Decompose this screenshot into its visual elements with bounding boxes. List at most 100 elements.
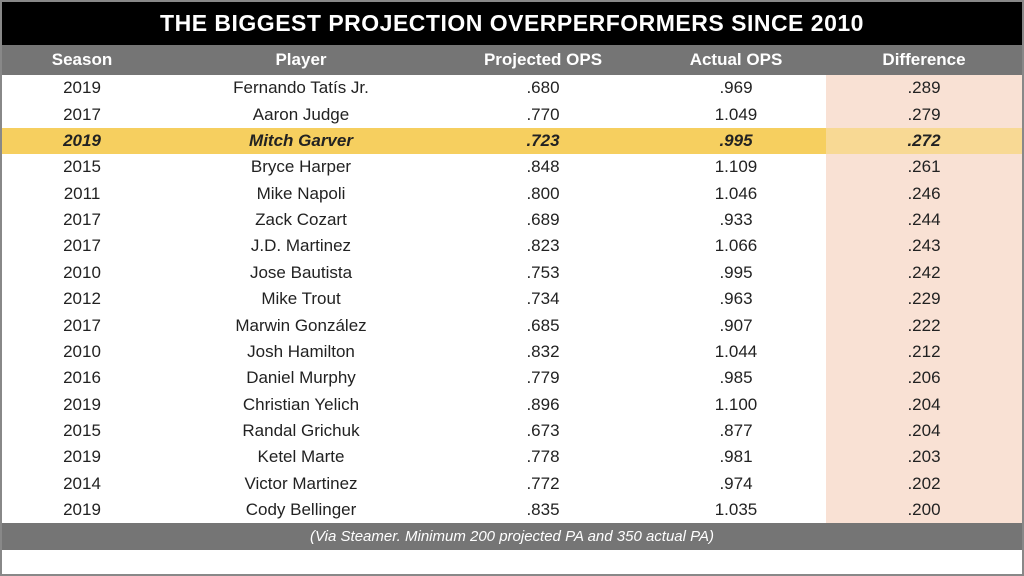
- table-row: 2019Mitch Garver.723.995.272: [2, 128, 1022, 154]
- table-row: 2010Josh Hamilton.8321.044.212: [2, 339, 1022, 365]
- cell-projected: .685: [440, 312, 646, 338]
- cell-projected: .753: [440, 260, 646, 286]
- cell-difference: .203: [826, 444, 1022, 470]
- cell-actual: 1.100: [646, 392, 826, 418]
- cell-player: Ketel Marte: [162, 444, 440, 470]
- cell-projected: .835: [440, 497, 646, 523]
- cell-season: 2017: [2, 233, 162, 259]
- cell-player: Mike Napoli: [162, 181, 440, 207]
- cell-actual: 1.049: [646, 101, 826, 127]
- cell-player: Mitch Garver: [162, 128, 440, 154]
- cell-projected: .673: [440, 418, 646, 444]
- cell-season: 2016: [2, 365, 162, 391]
- cell-difference: .243: [826, 233, 1022, 259]
- cell-season: 2012: [2, 286, 162, 312]
- table-header-row: Season Player Projected OPS Actual OPS D…: [2, 45, 1022, 75]
- cell-season: 2019: [2, 444, 162, 470]
- cell-season: 2017: [2, 312, 162, 338]
- cell-actual: 1.044: [646, 339, 826, 365]
- cell-season: 2011: [2, 181, 162, 207]
- cell-projected: .723: [440, 128, 646, 154]
- col-header-player: Player: [162, 45, 440, 75]
- cell-difference: .244: [826, 207, 1022, 233]
- col-header-projected: Projected OPS: [440, 45, 646, 75]
- cell-actual: .933: [646, 207, 826, 233]
- cell-difference: .279: [826, 101, 1022, 127]
- cell-player: Victor Martinez: [162, 471, 440, 497]
- cell-season: 2019: [2, 128, 162, 154]
- cell-player: Christian Yelich: [162, 392, 440, 418]
- table-row: 2015Randal Grichuk.673.877.204: [2, 418, 1022, 444]
- table-row: 2019Fernando Tatís Jr..680.969.289: [2, 75, 1022, 101]
- table-container: THE BIGGEST PROJECTION OVERPERFORMERS SI…: [0, 0, 1024, 576]
- cell-projected: .734: [440, 286, 646, 312]
- cell-difference: .212: [826, 339, 1022, 365]
- table-row: 2015Bryce Harper.8481.109.261: [2, 154, 1022, 180]
- cell-projected: .896: [440, 392, 646, 418]
- table-row: 2017Zack Cozart.689.933.244: [2, 207, 1022, 233]
- cell-player: Mike Trout: [162, 286, 440, 312]
- cell-season: 2015: [2, 418, 162, 444]
- table-row: 2019Ketel Marte.778.981.203: [2, 444, 1022, 470]
- cell-season: 2019: [2, 392, 162, 418]
- cell-difference: .246: [826, 181, 1022, 207]
- table-row: 2014Victor Martinez.772.974.202: [2, 471, 1022, 497]
- cell-difference: .200: [826, 497, 1022, 523]
- table-footer: (Via Steamer. Minimum 200 projected PA a…: [2, 523, 1022, 550]
- cell-difference: .261: [826, 154, 1022, 180]
- table-row: 2010Jose Bautista.753.995.242: [2, 260, 1022, 286]
- cell-projected: .689: [440, 207, 646, 233]
- cell-actual: .877: [646, 418, 826, 444]
- cell-player: Cody Bellinger: [162, 497, 440, 523]
- cell-actual: .974: [646, 471, 826, 497]
- cell-projected: .779: [440, 365, 646, 391]
- cell-projected: .778: [440, 444, 646, 470]
- cell-season: 2014: [2, 471, 162, 497]
- cell-season: 2010: [2, 339, 162, 365]
- cell-difference: .202: [826, 471, 1022, 497]
- cell-difference: .222: [826, 312, 1022, 338]
- cell-player: Jose Bautista: [162, 260, 440, 286]
- cell-actual: .963: [646, 286, 826, 312]
- cell-season: 2019: [2, 75, 162, 101]
- cell-actual: .985: [646, 365, 826, 391]
- col-header-difference: Difference: [826, 45, 1022, 75]
- cell-difference: .242: [826, 260, 1022, 286]
- cell-actual: .995: [646, 128, 826, 154]
- cell-projected: .680: [440, 75, 646, 101]
- cell-player: Zack Cozart: [162, 207, 440, 233]
- table-row: 2011Mike Napoli.8001.046.246: [2, 181, 1022, 207]
- cell-player: J.D. Martinez: [162, 233, 440, 259]
- cell-season: 2010: [2, 260, 162, 286]
- cell-actual: 1.066: [646, 233, 826, 259]
- cell-actual: 1.109: [646, 154, 826, 180]
- cell-difference: .204: [826, 418, 1022, 444]
- cell-difference: .289: [826, 75, 1022, 101]
- table-row: 2019Cody Bellinger.8351.035.200: [2, 497, 1022, 523]
- cell-player: Josh Hamilton: [162, 339, 440, 365]
- cell-projected: .832: [440, 339, 646, 365]
- cell-actual: 1.035: [646, 497, 826, 523]
- table-body: 2019Fernando Tatís Jr..680.969.2892017Aa…: [2, 75, 1022, 523]
- cell-season: 2019: [2, 497, 162, 523]
- cell-player: Daniel Murphy: [162, 365, 440, 391]
- cell-player: Randal Grichuk: [162, 418, 440, 444]
- cell-difference: .206: [826, 365, 1022, 391]
- cell-actual: 1.046: [646, 181, 826, 207]
- table-row: 2016Daniel Murphy.779.985.206: [2, 365, 1022, 391]
- table-row: 2017Marwin González.685.907.222: [2, 312, 1022, 338]
- cell-actual: .981: [646, 444, 826, 470]
- table-row: 2012Mike Trout.734.963.229: [2, 286, 1022, 312]
- cell-projected: .848: [440, 154, 646, 180]
- cell-player: Fernando Tatís Jr.: [162, 75, 440, 101]
- table-row: 2017J.D. Martinez.8231.066.243: [2, 233, 1022, 259]
- cell-player: Marwin González: [162, 312, 440, 338]
- cell-player: Bryce Harper: [162, 154, 440, 180]
- table-row: 2019Christian Yelich.8961.100.204: [2, 392, 1022, 418]
- cell-projected: .800: [440, 181, 646, 207]
- cell-actual: .907: [646, 312, 826, 338]
- cell-difference: .204: [826, 392, 1022, 418]
- table-row: 2017Aaron Judge.7701.049.279: [2, 101, 1022, 127]
- cell-projected: .770: [440, 101, 646, 127]
- cell-difference: .272: [826, 128, 1022, 154]
